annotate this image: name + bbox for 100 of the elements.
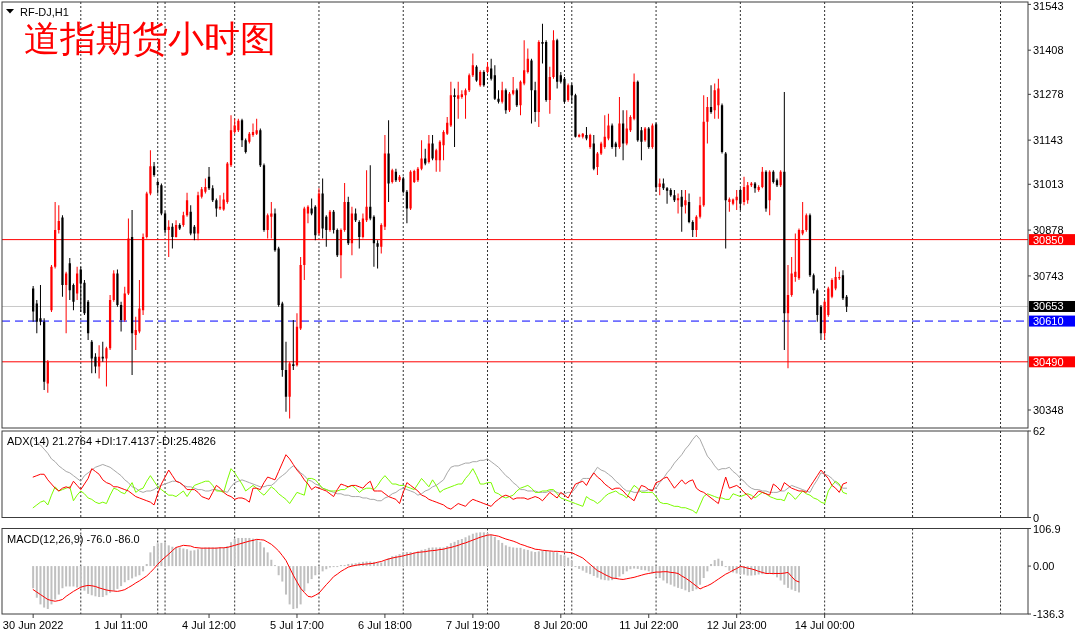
candlestick [486, 62, 489, 74]
bar [127, 566, 130, 581]
candlestick [717, 78, 720, 119]
bar [65, 566, 68, 587]
chart-title: ADX(14) 21.2764 +DI:17.4137 -DI:25.4826 [7, 435, 216, 447]
bar [548, 551, 551, 567]
ref-line-label: 30653 [1033, 300, 1064, 313]
bar [691, 566, 694, 592]
bar [523, 549, 526, 567]
bar [83, 566, 86, 591]
bar [446, 546, 449, 567]
bar [123, 566, 126, 583]
bar [493, 536, 496, 567]
candlestick [420, 140, 423, 171]
bar [545, 550, 548, 567]
bar [57, 566, 60, 595]
bar [233, 539, 236, 567]
bar [567, 557, 570, 567]
bar [464, 537, 467, 567]
candlestick [50, 265, 53, 312]
x-tick-label: 1 Jul 11:00 [94, 618, 148, 631]
bar [501, 542, 504, 567]
bar [288, 566, 291, 605]
bar [98, 566, 101, 598]
x-tick-label: 11 Jul 22:00 [619, 618, 679, 631]
bar [790, 566, 793, 590]
bar [310, 566, 313, 580]
bar [710, 563, 713, 567]
bar [116, 566, 119, 589]
bar [680, 566, 683, 589]
ref-line-label: 30610 [1033, 315, 1064, 328]
bar [581, 566, 584, 571]
bar [779, 566, 782, 581]
candlestick [387, 120, 390, 202]
bar [508, 546, 511, 567]
y-tick-label: -136.3 [1033, 608, 1065, 620]
bar [50, 566, 53, 605]
bar [519, 547, 522, 567]
candlestick [409, 170, 412, 211]
bar [537, 551, 540, 567]
bar [175, 547, 178, 567]
y-tick-label: 31543 [1033, 0, 1064, 12]
bar [453, 541, 456, 567]
bar [479, 532, 482, 567]
candlestick [464, 88, 467, 119]
bar [636, 566, 639, 569]
bar [677, 566, 680, 588]
bar [398, 554, 401, 567]
y-tick-label: 0 [1033, 511, 1040, 524]
bar [178, 547, 181, 567]
bar [475, 532, 478, 567]
bar [699, 566, 702, 585]
bar [142, 566, 145, 572]
y-tick-label: 106.9 [1033, 522, 1061, 535]
bar [252, 538, 255, 567]
bar [438, 547, 441, 567]
bar [515, 547, 518, 567]
candlestick [343, 182, 346, 232]
bar [526, 549, 529, 567]
candlestick [354, 208, 357, 222]
candlestick [475, 65, 478, 82]
bar [131, 566, 134, 579]
bar [230, 542, 233, 567]
x-tick-label: 30 Jun 2022 [2, 618, 64, 631]
line-series [32, 468, 848, 514]
candlestick [596, 152, 599, 176]
bar [622, 566, 625, 575]
bar [534, 552, 537, 567]
bar [559, 554, 562, 567]
bar [435, 547, 438, 567]
y-tick-label: 31278 [1033, 88, 1064, 101]
y-tick-label: 30348 [1033, 404, 1064, 417]
bar [585, 566, 588, 573]
bar [482, 532, 485, 567]
bar [244, 537, 247, 567]
bar [578, 566, 581, 569]
y-tick-label: 31408 [1033, 44, 1064, 57]
bar [306, 566, 309, 584]
bar [134, 566, 137, 577]
candlestick [684, 190, 687, 214]
bar [786, 566, 789, 588]
candlestick [457, 81, 460, 119]
candlestick [574, 93, 577, 138]
bar [182, 548, 185, 567]
chart-title: MACD(12,26,9) -76.0 -86.0 [7, 532, 140, 545]
candlestick [695, 215, 698, 237]
bar [72, 566, 75, 587]
bar [43, 566, 46, 608]
x-tick-label: 4 Jul 12:00 [182, 618, 236, 631]
bar [68, 566, 71, 587]
candlestick [665, 187, 669, 204]
bar [101, 566, 104, 598]
candlestick [552, 30, 555, 79]
bar [79, 566, 82, 589]
bar [497, 540, 500, 567]
bar [640, 566, 643, 570]
bar [783, 566, 786, 585]
bar [486, 533, 489, 567]
candlestick [61, 215, 64, 297]
bar [197, 549, 200, 567]
